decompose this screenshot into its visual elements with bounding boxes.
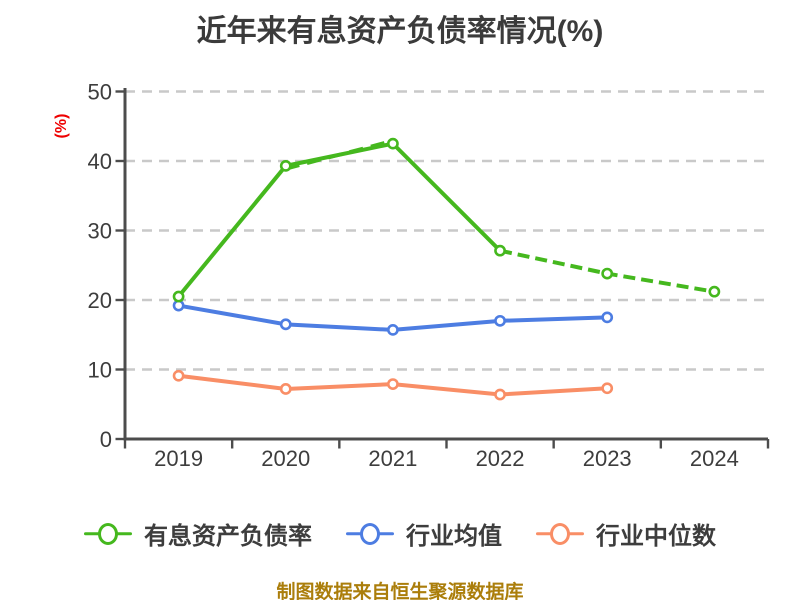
y-tick-label: 20 xyxy=(88,288,112,313)
series-line-dash-overlay xyxy=(285,138,394,171)
x-tick-label: 2024 xyxy=(690,446,739,471)
chart-title: 近年来有息资产负债率情况(%) xyxy=(196,15,604,48)
x-tick-label: 2021 xyxy=(368,446,417,471)
series-line-solid xyxy=(177,141,502,298)
data-source-caption: 制图数据来自恒生聚源数据库 xyxy=(276,582,524,600)
legend-label: 行业中位数 xyxy=(596,523,716,550)
gridlines xyxy=(125,90,768,371)
data-point-interest-bearing-debt-ratio-2023 xyxy=(601,267,614,280)
data-point-interest-bearing-debt-ratio-2019 xyxy=(172,290,185,303)
x-tick-label: 2019 xyxy=(154,446,203,471)
data-point-industry-mean-2020 xyxy=(279,318,292,331)
axes: 0 10 20 30 40 50 2019 2020 2021 2022 2023 2024 xyxy=(88,80,770,471)
data-point-industry-median-2021 xyxy=(386,378,399,390)
legend-marker-green-icon xyxy=(84,520,132,548)
y-tick-label: 50 xyxy=(88,80,112,105)
data-point-industry-mean-2023 xyxy=(601,311,614,324)
legend-label: 有息资产负债率 xyxy=(144,523,312,550)
data-point-interest-bearing-debt-ratio-2021 xyxy=(386,137,399,150)
data-point-industry-median-2023 xyxy=(601,382,614,395)
legend-item-interest-bearing-debt-ratio: 有息资产负债率 xyxy=(84,516,312,551)
data-point-industry-median-2020 xyxy=(279,383,292,395)
data-point-interest-bearing-debt-ratio-2024 xyxy=(708,285,721,298)
markers-industry-median xyxy=(172,369,614,401)
data-point-industry-mean-2021 xyxy=(386,323,399,336)
x-tick-label: 2020 xyxy=(261,446,310,471)
legend: 有息资产负债率 行业均值 行业中位数 xyxy=(0,516,800,551)
legend-marker-orange-icon xyxy=(536,520,584,548)
x-tick-label: 2022 xyxy=(476,446,525,471)
legend-item-industry-median: 行业中位数 xyxy=(536,516,716,551)
data-point-industry-median-2019 xyxy=(172,369,185,382)
markers-industry-mean xyxy=(172,299,614,336)
data-point-interest-bearing-debt-ratio-2022 xyxy=(494,244,506,257)
legend-marker-blue-icon xyxy=(346,520,394,548)
legend-item-industry-mean: 行业均值 xyxy=(346,516,502,551)
data-point-interest-bearing-debt-ratio-2020 xyxy=(279,159,292,172)
markers-interest-bearing-debt-ratio xyxy=(172,137,721,303)
y-tick-label: 40 xyxy=(88,149,112,174)
y-tick-label: 30 xyxy=(88,219,112,244)
data-point-industry-mean-2022 xyxy=(494,314,506,327)
y-tick-label: 0 xyxy=(100,427,112,452)
series-interest-bearing-debt-ratio xyxy=(177,138,715,298)
legend-label: 行业均值 xyxy=(406,523,502,550)
x-tick-label: 2023 xyxy=(583,446,632,471)
data-point-industry-median-2022 xyxy=(494,388,506,401)
y-tick-label: 10 xyxy=(88,358,112,383)
